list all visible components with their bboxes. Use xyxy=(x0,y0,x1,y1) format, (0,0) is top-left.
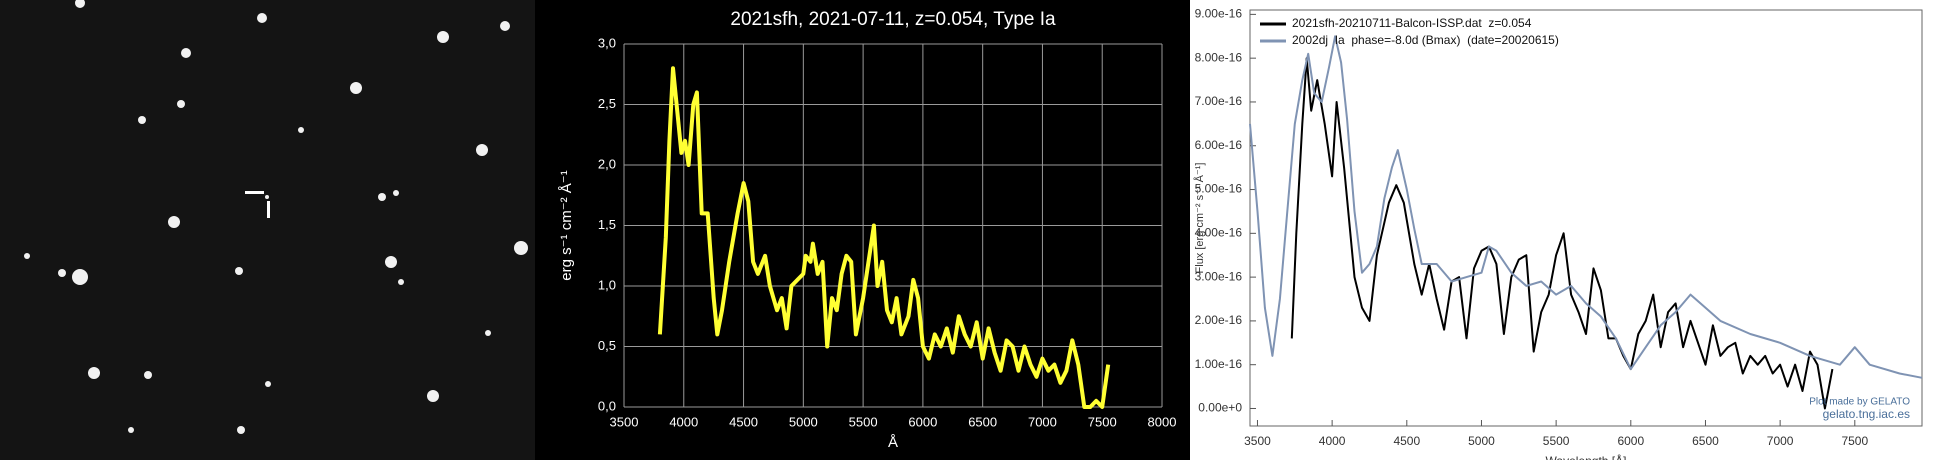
x-tick-label: 6500 xyxy=(968,414,997,429)
x-axis-label: Å xyxy=(888,434,898,451)
panel-spectrum xyxy=(535,0,1190,460)
x-tick-label: 4500 xyxy=(729,414,758,429)
x-tick-label: 6500 xyxy=(1692,434,1719,448)
y-tick-label: 2,5 xyxy=(598,96,616,111)
legend-label: 2002dj Ia phase=-8.0d (Bmax) (date=20020… xyxy=(1292,33,1559,47)
y-tick-label: 2,0 xyxy=(598,156,616,171)
star-field xyxy=(0,0,535,460)
x-tick-label: 5000 xyxy=(789,414,818,429)
x-tick-label: 7500 xyxy=(1841,434,1868,448)
plot-frame xyxy=(1249,9,1923,427)
x-tick-label: 3500 xyxy=(1244,434,1271,448)
x-tick-label: 4000 xyxy=(1319,434,1346,448)
y-tick-label: 5.00e-16 xyxy=(1195,182,1243,196)
y-tick-label: 0,0 xyxy=(598,398,616,413)
y-tick-label: 0,5 xyxy=(598,338,616,353)
watermark: gelato.tng.iac.es xyxy=(1823,407,1910,421)
y-tick-label: 9.00e-16 xyxy=(1195,7,1243,21)
y-axis-label: erg s⁻¹ cm⁻² Å⁻¹ xyxy=(558,170,575,280)
y-tick-label: 4.00e-16 xyxy=(1195,225,1243,239)
x-tick-label: 5500 xyxy=(1543,434,1570,448)
y-tick-label: 7.00e-16 xyxy=(1195,94,1243,108)
x-tick-label: 8000 xyxy=(1148,414,1177,429)
x-tick-label: 6000 xyxy=(1617,434,1644,448)
stars xyxy=(24,0,528,434)
x-tick-label: 4500 xyxy=(1393,434,1420,448)
y-tick-label: 3.00e-16 xyxy=(1195,269,1243,283)
spectrum-line xyxy=(657,66,1111,409)
x-tick-label: 6000 xyxy=(908,414,937,429)
y-tick-label: 2.00e-16 xyxy=(1195,313,1243,327)
marker-vertical xyxy=(267,201,270,218)
x-tick-label: 4000 xyxy=(669,414,698,429)
x-tick-label: 5500 xyxy=(849,414,878,429)
y-tick-label: 0.00e+0 xyxy=(1198,401,1242,415)
y-axis-label: Flux [erg cm⁻² s⁻¹ Å⁻¹] xyxy=(1193,163,1206,274)
x-tick-label: 7500 xyxy=(1088,414,1117,429)
watermark: Plot made by GELATO xyxy=(1809,397,1910,408)
y-tick-label: 6.00e-16 xyxy=(1195,138,1243,152)
chart-title: 2021sfh, 2021-07-11, z=0.054, Type Ia xyxy=(730,9,1056,30)
y-tick-label: 3,0 xyxy=(598,35,616,50)
series-line xyxy=(1249,35,1923,379)
panel-comparison xyxy=(1190,0,1938,460)
x-tick-label: 7000 xyxy=(1767,434,1794,448)
x-tick-label: 7000 xyxy=(1028,414,1057,429)
y-tick-label: 8.00e-16 xyxy=(1195,50,1243,64)
series-line xyxy=(1290,57,1834,410)
y-tick-label: 1,0 xyxy=(598,277,616,292)
x-axis-label: Wavelength [Å] xyxy=(1546,453,1627,460)
y-tick-label: 1,5 xyxy=(598,217,616,232)
x-tick-label: 3500 xyxy=(610,414,639,429)
image-background xyxy=(0,0,535,460)
marker-horizontal xyxy=(245,191,264,194)
x-tick-label: 5000 xyxy=(1468,434,1495,448)
legend-label: 2021sfh-20210711-Balcon-ISSP.dat z=0.054 xyxy=(1292,16,1532,30)
y-tick-label: 1.00e-16 xyxy=(1195,357,1243,371)
